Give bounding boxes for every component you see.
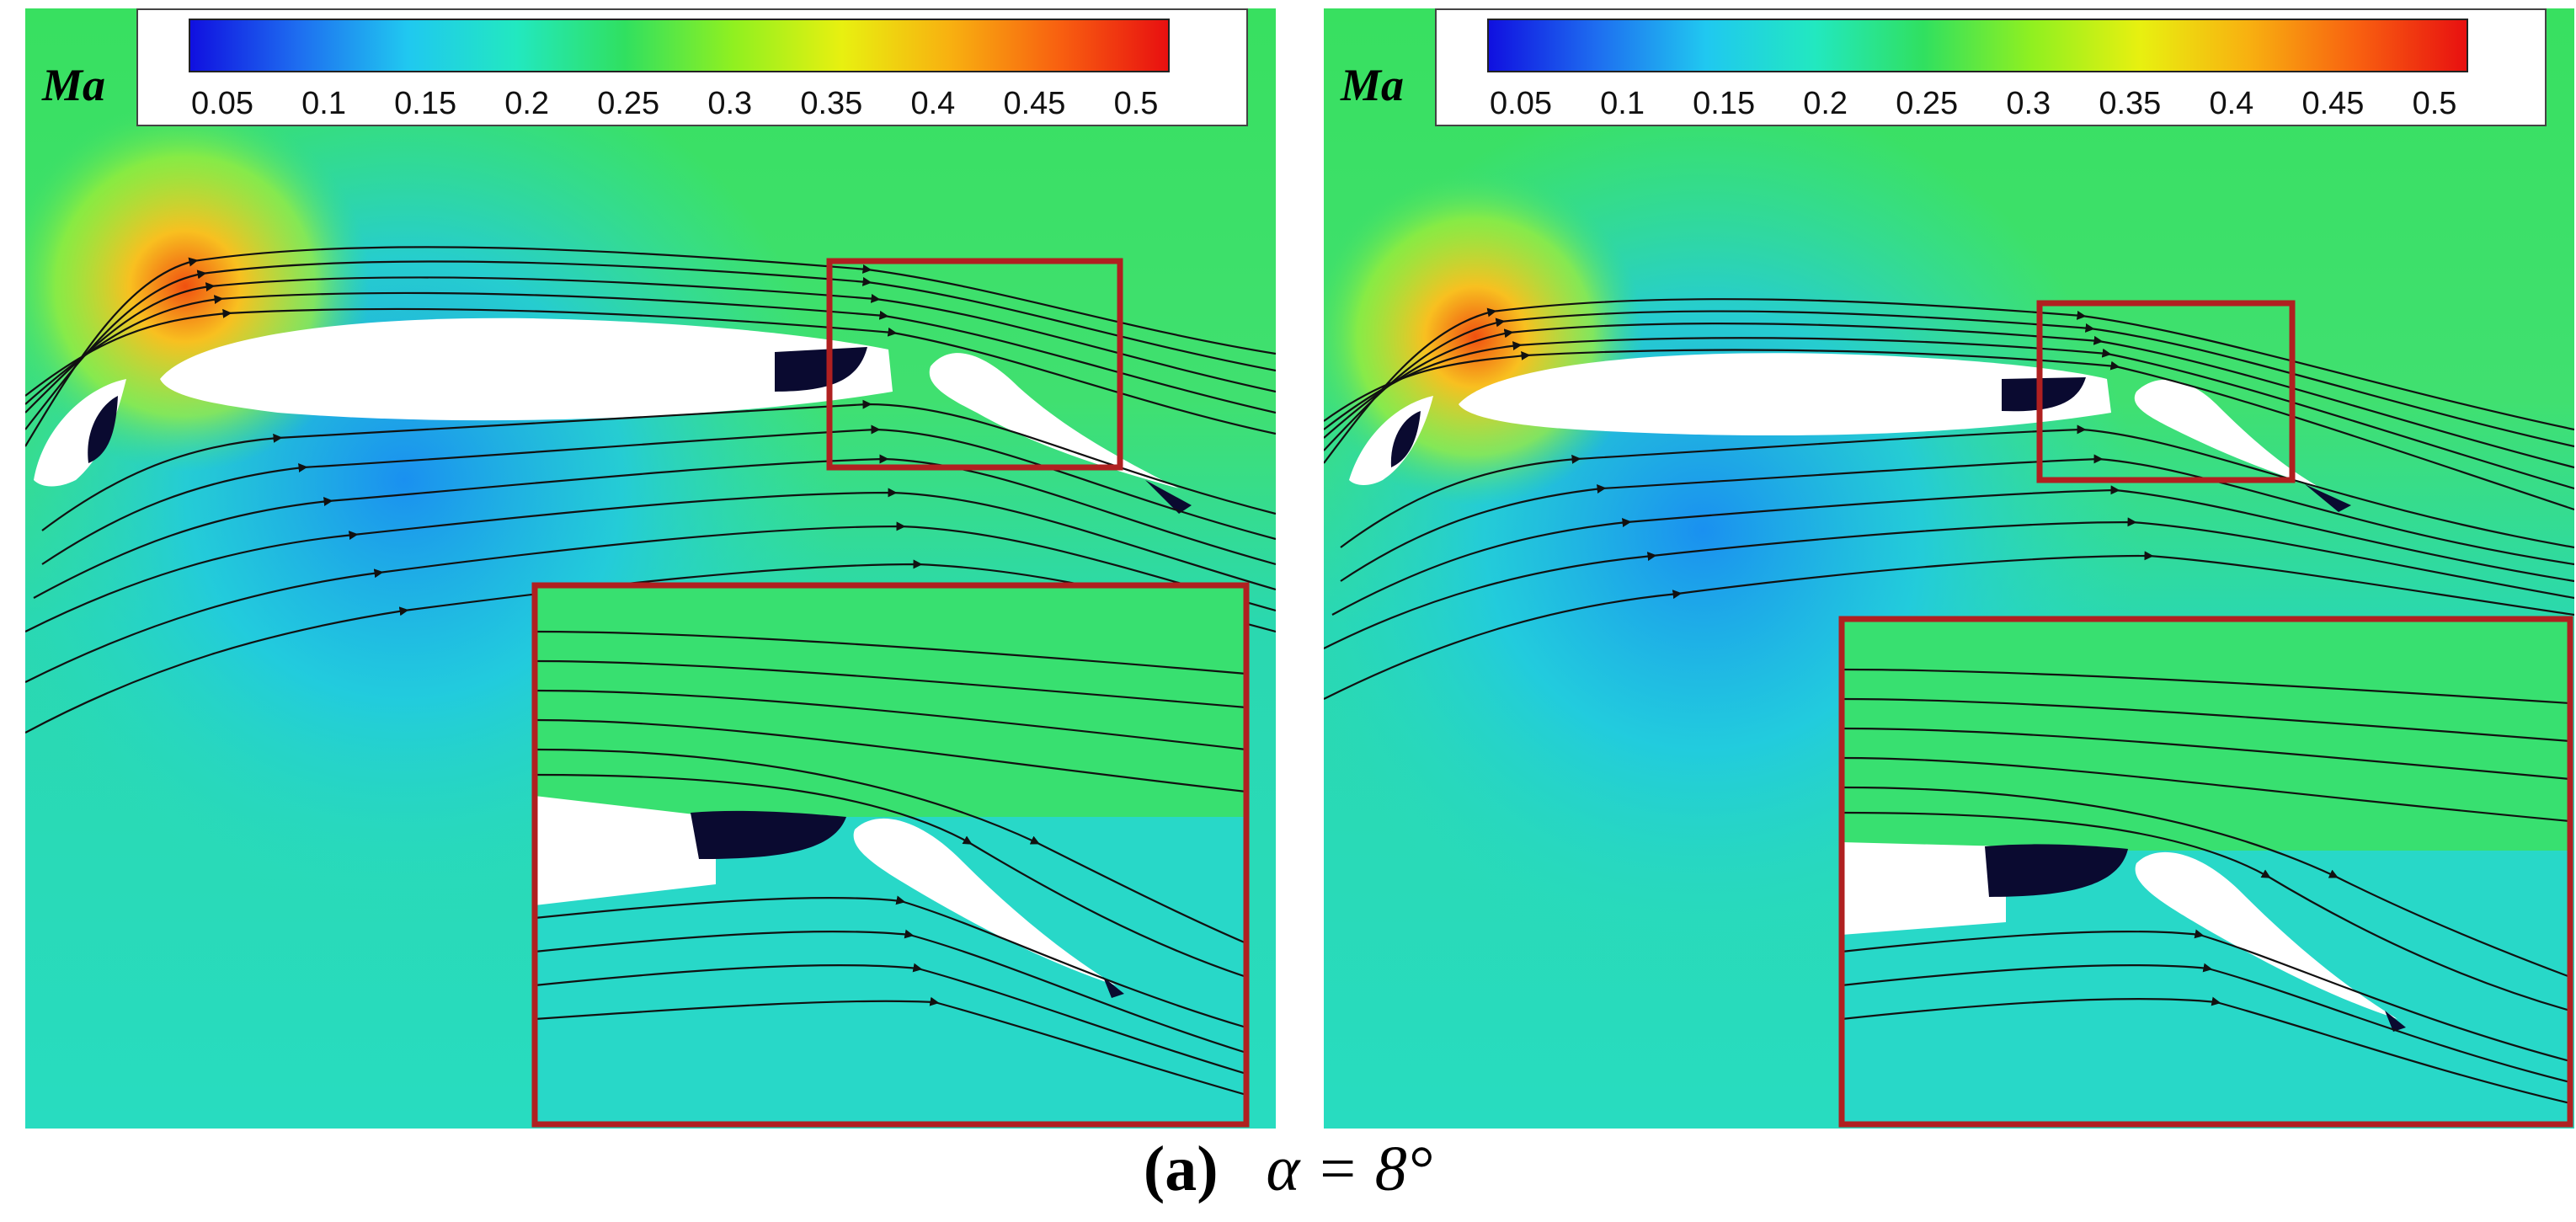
- main-element: [160, 318, 893, 421]
- main-cove-vortex: [2002, 377, 2086, 412]
- colorbar-tick-label: 0.1: [301, 86, 346, 121]
- colorbar-tick-label: 0.5: [2412, 86, 2457, 121]
- colorbar-tick-label: 0.45: [1003, 86, 1066, 121]
- colorbar-tick-label: 0.3: [707, 86, 753, 121]
- streamlines: [1324, 298, 2574, 700]
- caption-letter: (a): [1143, 1134, 1219, 1204]
- flap-element: [929, 353, 1179, 488]
- colorbar-tick-label: 0.25: [1896, 86, 1959, 121]
- colorbar-tick-label: 0.15: [1693, 86, 1756, 121]
- flow-field-right: [1324, 8, 2574, 1129]
- colorbar-tick-label: 0.5: [1113, 86, 1159, 121]
- flap-element: [2134, 379, 2322, 488]
- colorbar-tick-label: 0.05: [191, 86, 253, 121]
- colorbar-legend: 0.05 0.1 0.15 0.2 0.25 0.3 0.35 0.4 0.45 0.5: [136, 8, 1248, 126]
- colorbar-tick-label: 0.25: [597, 86, 660, 121]
- main-element: [1459, 353, 2111, 436]
- colorbar-tick-label: 0.2: [504, 86, 550, 121]
- flap-trailing-vortex: [1145, 480, 1192, 514]
- zoom-inset: [1838, 616, 2573, 1128]
- quantity-label: Ma: [42, 60, 106, 110]
- colorbar-tick-label: 0.3: [2006, 86, 2051, 121]
- inset-flap-element: [853, 818, 1116, 985]
- flow-field-left: [25, 8, 1276, 1129]
- contour-panel-left: Ma 0.05 0.1 0.15 0.2 0.25 0.3 0.35 0.4 0.45 0.5: [25, 8, 1276, 1129]
- slat-cove-vortex: [1390, 411, 1421, 467]
- zoom-source-box: [2036, 300, 2296, 483]
- colorbar-tick-label: 0.35: [800, 86, 863, 121]
- colorbar-tick-label: 0.4: [2209, 86, 2254, 121]
- inset-cove-vortex: [1985, 844, 2128, 897]
- inset-cove-vortex: [691, 810, 846, 859]
- quantity-label: Ma: [1341, 60, 1405, 110]
- inset-main-element: [1842, 842, 2006, 935]
- contour-panel-right: Ma 0.05 0.1 0.15 0.2 0.25 0.3 0.35 0.4 0.45 0.5: [1324, 8, 2574, 1129]
- colorbar-tick-label: 0.45: [2301, 86, 2365, 121]
- inset-main-element: [535, 796, 716, 905]
- colorbar-tick-label: 0.05: [1490, 86, 1552, 121]
- zoom-source-box: [826, 258, 1123, 471]
- colorbar-legend: 0.05 0.1 0.15 0.2 0.25 0.3 0.35 0.4 0.45 0.5: [1435, 8, 2547, 126]
- colorbar-tick-label: 0.2: [1803, 86, 1848, 121]
- colorbar-gradient: [189, 19, 1170, 72]
- main-cove-vortex: [775, 347, 867, 392]
- colorbar-tick-label: 0.4: [910, 86, 956, 121]
- zoom-inset: [531, 582, 1250, 1128]
- caption-formula: α = 8°: [1266, 1134, 1433, 1204]
- colorbar-tick-label: 0.35: [2099, 86, 2162, 121]
- colorbar-gradient: [1487, 19, 2468, 72]
- streamlines: [25, 246, 1276, 734]
- flap-trailing-vortex: [2305, 484, 2351, 512]
- slat-element: [34, 379, 126, 487]
- colorbar-tick-label: 0.1: [1600, 86, 1645, 121]
- colorbar-tick-label: 0.15: [394, 86, 457, 121]
- inset-flap-element: [2135, 851, 2397, 1019]
- slat-cove-vortex: [88, 396, 118, 463]
- figure-caption: (a) α = 8°: [0, 1133, 2576, 1206]
